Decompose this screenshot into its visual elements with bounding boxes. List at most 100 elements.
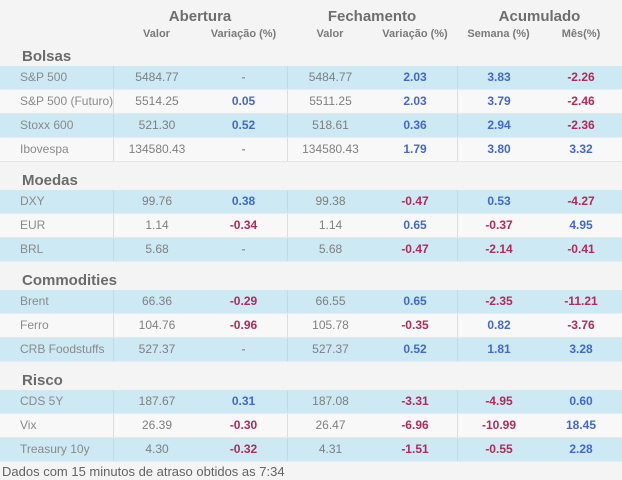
cell-abertura-variacao: - bbox=[241, 142, 246, 156]
cell-semana: 3.83 bbox=[457, 66, 540, 89]
cell-semana: -10.99 bbox=[457, 414, 540, 437]
cell-abertura-valor: 527.37 bbox=[113, 338, 200, 361]
cell-fechamento-valor: 105.78 bbox=[287, 314, 373, 337]
section-title: Bolsas bbox=[22, 48, 72, 65]
cell-fechamento-variacao: -0.47 bbox=[401, 194, 429, 208]
table-row: CRB Foodstuffs 527.37 - 527.37 0.52 1.81 3.28 bbox=[0, 338, 622, 362]
subheader-mes: Mês(%) bbox=[561, 28, 601, 40]
table-row: S&P 500 (Futuro) 5514.25 0.05 5511.25 2.03 3.… bbox=[0, 90, 622, 114]
section-moedas: Moedas DXY 99.76 0.38 99.38 -0.47 0.53 -4.27 EUR… bbox=[0, 168, 622, 262]
cell-fechamento-valor: 527.37 bbox=[287, 338, 373, 361]
cell-mes: 18.45 bbox=[565, 418, 597, 432]
subheader-semana: Semana (%) bbox=[467, 28, 530, 40]
cell-fechamento-variacao: 0.65 bbox=[403, 294, 427, 308]
cell-fechamento-valor: 187.08 bbox=[287, 390, 373, 413]
table-row: BRL 5.68 - 5.68 -0.47 -2.14 -0.41 bbox=[0, 238, 622, 262]
cell-mes: 4.95 bbox=[569, 218, 593, 232]
cell-mes: -0.41 bbox=[567, 242, 595, 256]
row-label: S&P 500 bbox=[20, 70, 68, 84]
cell-abertura-variacao: - bbox=[241, 70, 246, 84]
cell-abertura-valor: 4.30 bbox=[113, 438, 200, 461]
cell-abertura-variacao: 0.31 bbox=[231, 394, 256, 408]
cell-abertura-valor: 99.76 bbox=[113, 190, 200, 213]
header-sub-row: Valor Variação (%) Valor Variação (%) Se… bbox=[0, 27, 622, 44]
row-label: Brent bbox=[20, 294, 49, 308]
row-label: S&P 500 (Futuro) bbox=[20, 94, 113, 108]
cell-fechamento-variacao: -1.51 bbox=[401, 442, 429, 456]
cell-semana: 3.79 bbox=[457, 90, 540, 113]
cell-semana: -4.95 bbox=[457, 390, 540, 413]
cell-abertura-variacao: -0.34 bbox=[229, 218, 258, 232]
cell-abertura-variacao: -0.29 bbox=[229, 294, 258, 308]
header-group-fechamento: Fechamento bbox=[327, 8, 417, 25]
table-body: Bolsas S&P 500 5484.77-5484.77 2.03 3.83 -2.2… bbox=[0, 44, 622, 462]
cell-fechamento-valor: 4.31 bbox=[287, 438, 373, 461]
table-row: Ibovespa 134580.43 - 134580.43 1.79 3.80 3.32 bbox=[0, 138, 622, 162]
cell-semana: 0.82 bbox=[457, 314, 540, 337]
row-label: Ferro bbox=[20, 318, 49, 332]
cell-semana: -2.14 bbox=[457, 238, 540, 261]
table-row: Ferro 104.76 -0.96 105.78 -0.35 0.82 -3.76 bbox=[0, 314, 622, 338]
cell-abertura-valor: 26.39 bbox=[113, 414, 200, 437]
cell-semana: -0.55 bbox=[457, 438, 540, 461]
row-label: Treasury 10y bbox=[20, 442, 90, 456]
cell-abertura-valor: 5.68 bbox=[113, 238, 200, 261]
cell-abertura-valor: 5514.25 bbox=[113, 90, 200, 113]
subheader-abertura-variacao: Variação (%) bbox=[210, 28, 277, 40]
table-row: Stoxx 600 521.30 0.52 518.61 0.36 2.94 -2.36 bbox=[0, 114, 622, 138]
row-label: CDS 5Y bbox=[20, 394, 64, 408]
cell-semana: 2.94 bbox=[457, 114, 540, 137]
cell-fechamento-variacao: -0.47 bbox=[401, 242, 429, 256]
cell-abertura-variacao: -0.32 bbox=[229, 442, 258, 456]
table-row: Vix 26.39 -0.30 26.47 -6.96 -10.99 18.45 bbox=[0, 414, 622, 438]
header-group-row: Abertura Fechamento Acumulado bbox=[0, 6, 622, 27]
row-label: Ibovespa bbox=[20, 142, 69, 156]
cell-fechamento-valor: 26.47 bbox=[287, 414, 373, 437]
cell-fechamento-variacao: 0.36 bbox=[403, 118, 427, 132]
section-commodities: Commodities Brent 66.36 -0.29 66.55 0.65 -2.35… bbox=[0, 268, 622, 362]
cell-abertura-valor: 5484.77 bbox=[113, 66, 200, 89]
cell-mes: 0.60 bbox=[569, 394, 593, 408]
cell-mes: -11.21 bbox=[564, 294, 598, 308]
table-row: EUR 1.14 -0.34 1.14 0.65 -0.37 4.95 bbox=[0, 214, 622, 238]
section-bolsas: Bolsas S&P 500 5484.77 - 5484.77 2.03 3.83 -2.2… bbox=[0, 44, 622, 162]
cell-fechamento-variacao: 1.79 bbox=[403, 142, 427, 156]
cell-abertura-valor: 1.14 bbox=[113, 214, 200, 237]
cell-fechamento-valor: 518.61 bbox=[287, 114, 373, 137]
row-label: CRB Foodstuffs bbox=[20, 342, 105, 356]
cell-mes: -4.27 bbox=[567, 194, 595, 208]
cell-abertura-valor: 521.30 bbox=[113, 114, 200, 137]
section-title: Commodities bbox=[22, 272, 118, 289]
cell-fechamento-variacao: 2.03 bbox=[403, 70, 427, 84]
row-label: Stoxx 600 bbox=[20, 118, 74, 132]
cell-mes: 3.32 bbox=[569, 142, 593, 156]
cell-fechamento-variacao: -3.31 bbox=[401, 394, 429, 408]
row-label: BRL bbox=[20, 242, 44, 256]
section-title: Moedas bbox=[22, 172, 78, 189]
header-spacer bbox=[0, 6, 113, 27]
data-delay-note: Dados com 15 minutos de atraso obtidos a… bbox=[2, 464, 285, 479]
cell-mes: 2.28 bbox=[569, 442, 593, 456]
table-row: S&P 500 5484.77 - 5484.77 2.03 3.83 -2.26 bbox=[0, 66, 622, 90]
cell-mes: 3.28 bbox=[569, 342, 593, 356]
table-row: Treasury 10y 4.30 -0.32 4.31 -1.51 -0.55 2.28 bbox=[0, 438, 622, 462]
subheader-fechamento-variacao: Variação (%) bbox=[382, 28, 448, 40]
cell-mes: -2.26 bbox=[567, 70, 595, 84]
cell-fechamento-variacao: -0.35 bbox=[401, 318, 429, 332]
cell-fechamento-valor: 99.38 bbox=[287, 190, 373, 213]
cell-mes: -2.36 bbox=[567, 118, 595, 132]
cell-semana: 3.80 bbox=[457, 138, 540, 161]
cell-abertura-variacao: - bbox=[241, 242, 246, 256]
cell-abertura-variacao: -0.30 bbox=[229, 418, 258, 432]
row-label: EUR bbox=[20, 218, 46, 232]
cell-abertura-variacao: 0.05 bbox=[231, 94, 256, 108]
subheader-abertura-valor: Valor bbox=[143, 28, 170, 40]
section-title: Risco bbox=[22, 372, 63, 389]
cell-fechamento-variacao: 2.03 bbox=[403, 94, 427, 108]
table-header: Abertura Fechamento Acumulado Valor Vari… bbox=[0, 0, 622, 44]
table-row: Brent 66.36 -0.29 66.55 0.65 -2.35 -11.21 bbox=[0, 290, 622, 314]
cell-abertura-variacao: -0.96 bbox=[229, 318, 258, 332]
header-group-abertura: Abertura bbox=[168, 8, 232, 25]
cell-semana: -2.35 bbox=[457, 290, 540, 313]
